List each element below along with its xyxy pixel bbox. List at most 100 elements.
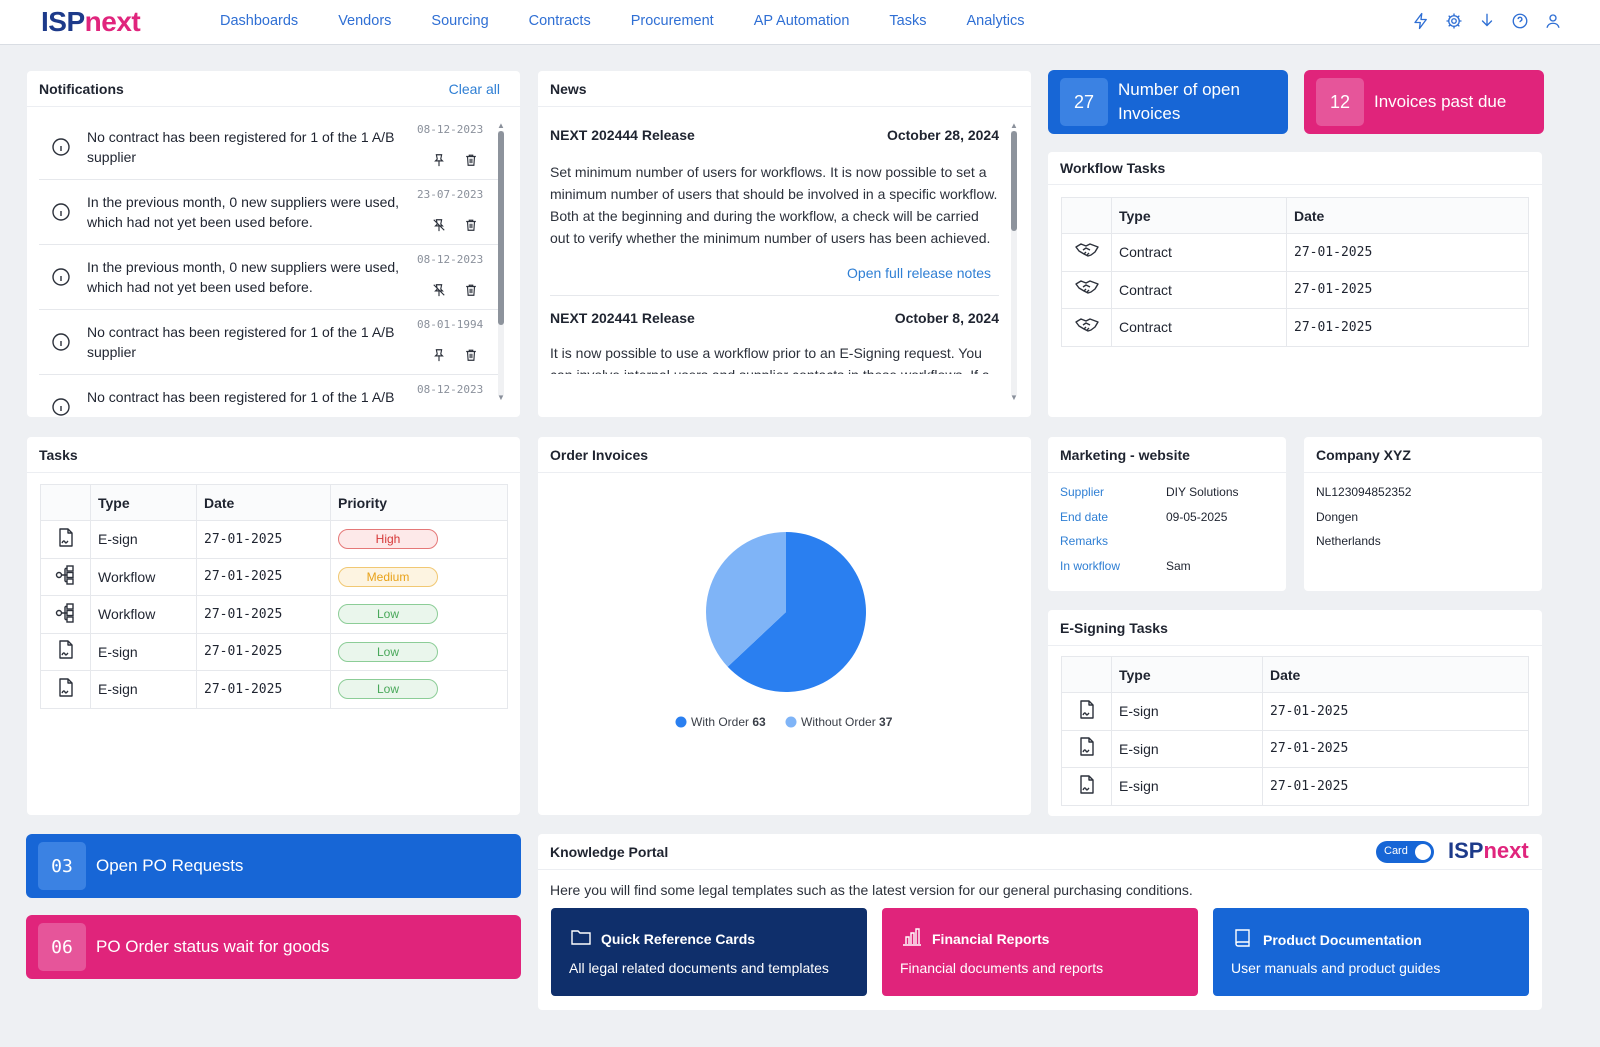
user-icon[interactable] <box>1542 10 1564 32</box>
unpin-icon[interactable] <box>432 218 446 235</box>
notification-text: In the previous month, 0 new suppliers w… <box>87 259 400 295</box>
knowledge-portal-title: Knowledge Portal <box>550 843 669 860</box>
trash-icon[interactable] <box>464 153 478 170</box>
nav-vendors[interactable]: Vendors <box>338 13 392 29</box>
end-date-label[interactable]: End date <box>1060 509 1109 524</box>
in-workflow-label[interactable]: In workflow <box>1060 558 1121 573</box>
column-header: Date <box>196 484 331 521</box>
news-card: News NEXT 202444 Release October 28, 202… <box>538 71 1031 417</box>
open-invoices-tile[interactable]: 27 Number of open Invoices <box>1048 70 1288 134</box>
document-sign-icon <box>57 640 75 663</box>
workflow-icon <box>55 565 77 588</box>
table-row[interactable]: E-sign 27-01-2025 Low <box>40 670 508 709</box>
knowledge-portal-card: Knowledge Portal Card ISPnext Here you w… <box>538 834 1542 1010</box>
card-view-toggle[interactable]: Card <box>1376 841 1434 863</box>
info-icon <box>51 332 71 355</box>
pie-slice-with-order[interactable] <box>727 532 866 692</box>
task-type: Workflow <box>90 595 197 634</box>
scroll-up-arrow[interactable]: ▲ <box>1010 121 1018 130</box>
nav-dashboards[interactable]: Dashboards <box>220 13 299 29</box>
quick-reference-cards-tile[interactable]: Quick Reference Cards All legal related … <box>551 908 867 996</box>
open-release-notes-link[interactable]: Open full release notes <box>847 265 991 281</box>
gear-icon[interactable] <box>1443 10 1465 32</box>
task-type: Contract <box>1111 233 1287 272</box>
task-date: 27-01-2025 <box>196 557 331 596</box>
table-row[interactable]: Contract 27-01-2025 <box>1061 270 1529 309</box>
task-type: E-sign <box>90 520 197 559</box>
scroll-down-arrow[interactable]: ▼ <box>497 393 505 402</box>
flash-icon[interactable] <box>1410 10 1432 32</box>
info-icon <box>51 397 71 417</box>
trash-icon[interactable] <box>464 348 478 365</box>
column-header: Priority <box>330 484 508 521</box>
open-po-requests-label: Open PO Requests <box>96 856 244 875</box>
table-row[interactable]: E-sign 27-01-2025 Low <box>40 632 508 671</box>
financial-reports-tile[interactable]: Financial Reports Financial documents an… <box>882 908 1198 996</box>
supplier-label[interactable]: Supplier <box>1060 485 1105 499</box>
company-vat: NL123094852352 <box>1316 485 1412 499</box>
table-row[interactable]: Contract 27-01-2025 <box>1061 233 1529 272</box>
task-date: 27-01-2025 <box>196 632 331 671</box>
table-row[interactable]: E-sign 27-01-2025 <box>1061 729 1529 768</box>
table-row[interactable]: E-sign 27-01-2025 High <box>40 520 508 559</box>
table-row[interactable]: Contract 27-01-2025 <box>1061 308 1529 347</box>
company-country: Netherlands <box>1316 534 1381 548</box>
table-row[interactable]: Workflow 27-01-2025 Medium <box>40 557 508 596</box>
ispnext-logo[interactable]: ISPnext <box>41 6 141 37</box>
unpin-icon[interactable] <box>432 283 446 300</box>
legend-label[interactable]: Without Order 37 <box>801 715 893 729</box>
tile-title: Product Documentation <box>1263 931 1422 948</box>
info-icon <box>51 137 71 160</box>
pie-slice-without-order[interactable] <box>706 532 786 667</box>
download-icon[interactable] <box>1476 10 1498 32</box>
legend-label[interactable]: With Order 63 <box>691 715 766 729</box>
notification-date: 08-12-2023 <box>417 123 484 136</box>
task-type: E-sign <box>90 670 197 709</box>
trash-icon[interactable] <box>464 218 478 235</box>
pin-icon[interactable] <box>432 153 446 170</box>
scroll-up-arrow[interactable]: ▲ <box>497 121 505 130</box>
order-invoices-card: Order Invoices With Order 63 Without Orde… <box>538 437 1031 815</box>
po-wait-for-goods-tile[interactable]: 06 PO Order status wait for goods <box>26 915 521 979</box>
handshake-icon <box>1074 280 1099 300</box>
tile-title: Quick Reference Cards <box>601 930 756 947</box>
notifications-scrollbar[interactable] <box>498 131 504 395</box>
task-type: E-sign <box>1111 767 1263 806</box>
nav-contracts[interactable]: Contracts <box>528 13 591 29</box>
news-scrollbar[interactable] <box>1011 131 1017 395</box>
nav-ap-automation[interactable]: AP Automation <box>753 13 850 29</box>
clear-all-link[interactable]: Clear all <box>448 80 500 97</box>
open-po-requests-tile[interactable]: 03 Open PO Requests <box>26 834 521 898</box>
nav-sourcing[interactable]: Sourcing <box>431 13 489 29</box>
invoices-past-due-tile[interactable]: 12 Invoices past due <box>1304 70 1544 134</box>
news-item-title: NEXT 202441 Release <box>550 310 695 326</box>
help-icon[interactable] <box>1509 10 1531 32</box>
notifications-title: Notifications <box>39 80 124 97</box>
column-header: Date <box>1262 656 1529 693</box>
task-date: 27-01-2025 <box>196 520 331 559</box>
table-row[interactable]: Workflow 27-01-2025 Low <box>40 595 508 634</box>
invoices-past-due-label: Invoices past due <box>1374 92 1507 111</box>
marketing-title: Marketing - website <box>1060 446 1190 463</box>
trash-icon[interactable] <box>464 283 478 300</box>
open-invoices-label: Number of open Invoices <box>1118 80 1240 123</box>
tile-title: Financial Reports <box>932 930 1050 947</box>
document-sign-icon <box>1078 700 1096 723</box>
priority-badge: Low <box>338 679 438 700</box>
pie-chart: With Order 63 Without Order 37 <box>675 532 893 729</box>
table-row[interactable]: E-sign 27-01-2025 <box>1061 692 1529 731</box>
notifications-card: Notifications Clear all No contract has … <box>27 71 520 417</box>
open-invoices-count: 27 <box>1060 78 1108 126</box>
table-row[interactable]: E-sign 27-01-2025 <box>1061 767 1529 806</box>
legend-value: 37 <box>879 715 893 729</box>
tile-description: Financial documents and reports <box>900 960 1104 976</box>
scroll-down-arrow[interactable]: ▼ <box>1010 393 1018 402</box>
remarks-label[interactable]: Remarks <box>1060 534 1109 548</box>
nav-tasks[interactable]: Tasks <box>889 13 927 29</box>
nav-analytics[interactable]: Analytics <box>966 13 1025 29</box>
pin-icon[interactable] <box>432 348 446 365</box>
news-item-title: NEXT 202444 Release <box>550 127 695 143</box>
product-documentation-tile[interactable]: Product Documentation User manuals and p… <box>1213 908 1529 996</box>
ispnext-logo-small: ISPnext <box>1448 838 1529 863</box>
nav-procurement[interactable]: Procurement <box>630 13 714 29</box>
